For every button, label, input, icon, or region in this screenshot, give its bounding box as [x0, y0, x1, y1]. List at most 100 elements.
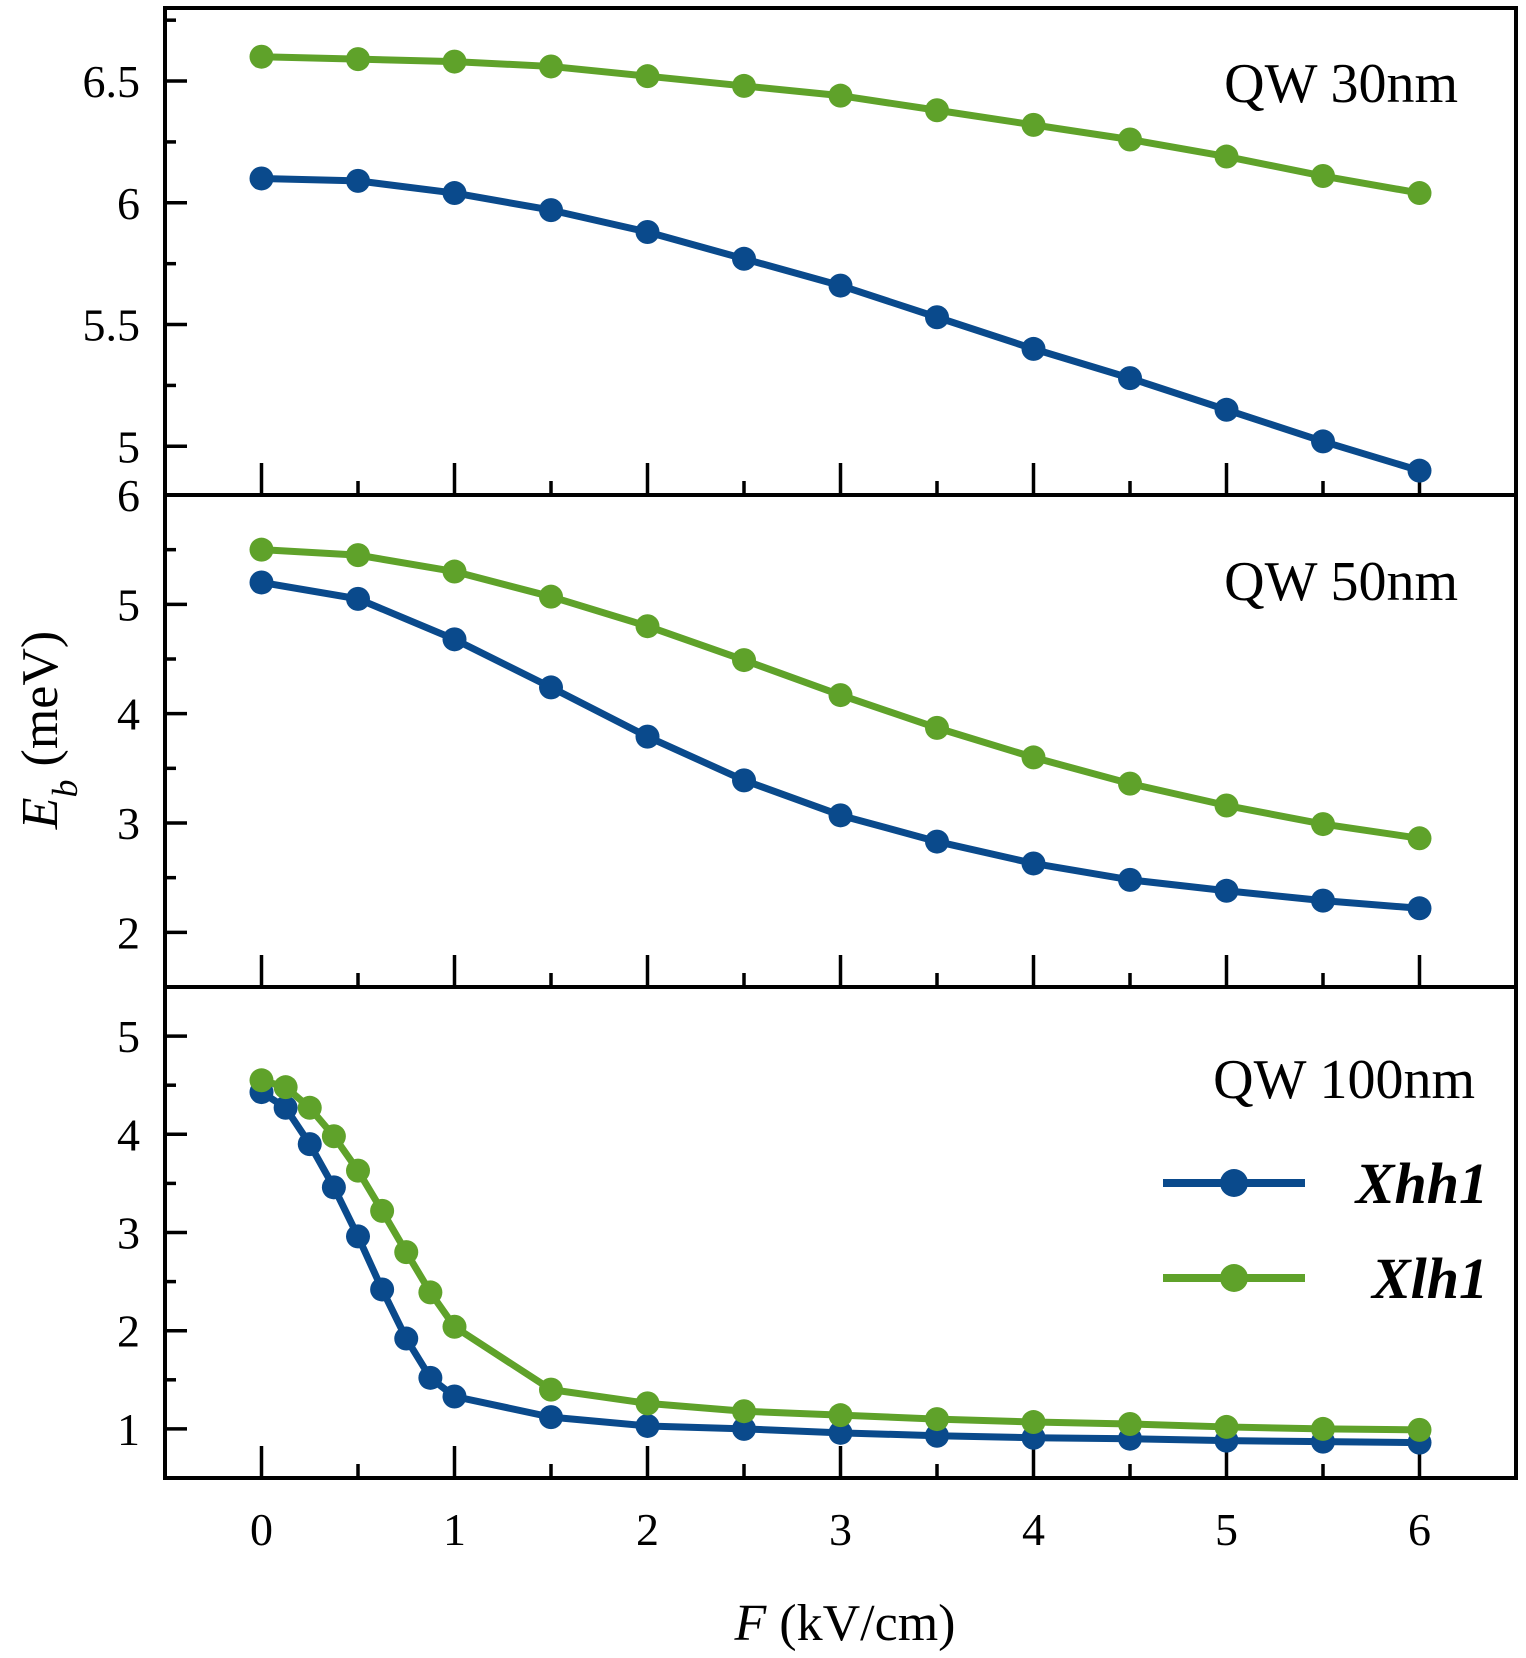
- data-point: [539, 584, 563, 609]
- series-xhh1: [249, 570, 1432, 921]
- data-point: [1021, 851, 1046, 876]
- y-tick-label: 5: [117, 579, 140, 630]
- panel-label: QW 30nm: [1224, 53, 1458, 115]
- legend-label-xhh1: Xhh1: [1354, 1151, 1488, 1216]
- data-point: [321, 1124, 346, 1149]
- x-axis-title-unit: (kV/cm): [766, 1595, 955, 1652]
- data-point: [1311, 888, 1335, 913]
- data-point: [346, 1158, 370, 1183]
- data-point: [1311, 812, 1335, 837]
- data-point: [635, 614, 660, 639]
- data-point: [249, 44, 274, 69]
- data-point: [1214, 1414, 1239, 1439]
- data-point: [1407, 896, 1432, 921]
- y-tick-label: 5: [117, 421, 140, 472]
- data-point: [925, 829, 949, 854]
- data-point: [1214, 793, 1239, 818]
- data-point: [321, 1175, 346, 1200]
- y-tick-label: 4: [117, 1109, 140, 1160]
- data-point: [1407, 181, 1432, 206]
- data-point: [297, 1095, 322, 1120]
- y-axis-title: Eb (meV): [12, 631, 85, 830]
- data-point: [925, 305, 949, 330]
- data-point: [539, 54, 563, 79]
- y-tick-label: 3: [117, 1208, 140, 1259]
- data-point: [1407, 458, 1432, 483]
- data-point: [249, 537, 274, 562]
- data-point: [1214, 397, 1239, 422]
- data-point: [828, 1403, 853, 1428]
- panel-label: QW 50nm: [1224, 551, 1458, 613]
- panel-1: 5 5.5 6 6.5 QW 30nm: [83, 6, 1518, 497]
- data-point: [442, 559, 467, 584]
- data-point: [732, 246, 756, 271]
- data-point: [442, 49, 467, 74]
- data-point: [635, 220, 660, 245]
- series-xlh1: [249, 1068, 1432, 1442]
- x-tick-label: 3: [829, 1504, 852, 1555]
- series-xhh1: [249, 166, 1432, 483]
- series-xlh1: [249, 537, 1432, 851]
- x-axis-title: F (kV/cm): [734, 1595, 956, 1652]
- x-tick-label: 2: [636, 1504, 659, 1555]
- data-point: [346, 1224, 370, 1249]
- x-tick-label: 4: [1022, 1504, 1045, 1555]
- data-point: [1118, 1411, 1142, 1436]
- data-point: [394, 1326, 419, 1351]
- data-point: [635, 1413, 660, 1438]
- data-point: [346, 543, 370, 568]
- data-point: [1311, 1416, 1335, 1441]
- data-point: [273, 1095, 298, 1120]
- y-tick-label: 6: [117, 470, 140, 521]
- y-axis-title-symbol: E: [12, 797, 69, 830]
- data-point: [273, 1075, 298, 1100]
- legend-marker-xlh1: [1220, 1264, 1248, 1292]
- panel-label: QW 100nm: [1213, 1049, 1475, 1111]
- data-point: [249, 1068, 274, 1093]
- data-point: [732, 73, 756, 98]
- data-point: [346, 586, 370, 611]
- data-point: [732, 768, 756, 793]
- data-point: [394, 1240, 419, 1265]
- data-point: [346, 47, 370, 72]
- data-point: [1021, 112, 1046, 137]
- data-point: [1407, 1417, 1432, 1442]
- data-point: [418, 1280, 443, 1305]
- y-tick-label: 3: [117, 798, 140, 849]
- data-point: [442, 1314, 467, 1339]
- data-point: [539, 1377, 563, 1402]
- series-line: [258, 1088, 1423, 1447]
- x-tick-label: 1: [443, 1504, 466, 1555]
- data-point: [249, 570, 274, 595]
- data-point: [1021, 1410, 1046, 1435]
- data-point: [1021, 336, 1046, 361]
- data-point: [442, 627, 467, 652]
- series-line: [258, 174, 1423, 475]
- x-tick-label: 0: [250, 1504, 273, 1555]
- data-point: [370, 1198, 395, 1223]
- data-point: [925, 98, 949, 123]
- data-point: [635, 64, 660, 89]
- data-point: [732, 1399, 756, 1424]
- data-point: [539, 675, 563, 700]
- legend: Xhh1 Xlh1: [1163, 1151, 1488, 1311]
- y-tick-label: 1: [117, 1404, 140, 1455]
- y-axis-title-subscript: b: [45, 779, 85, 797]
- y-tick-label: 5: [117, 1011, 140, 1062]
- data-point: [1118, 366, 1142, 391]
- legend-marker-xhh1: [1220, 1169, 1248, 1197]
- y-tick-label: 2: [117, 1306, 140, 1357]
- data-point: [1311, 429, 1335, 454]
- data-point: [1118, 771, 1142, 796]
- data-point: [635, 724, 660, 749]
- data-point: [1214, 144, 1239, 169]
- y-tick-label: 6.5: [83, 56, 141, 107]
- data-point: [346, 168, 370, 193]
- data-point: [249, 166, 274, 191]
- data-point: [828, 683, 853, 708]
- data-point: [1021, 745, 1046, 770]
- data-point: [828, 803, 853, 828]
- data-point: [1214, 878, 1239, 903]
